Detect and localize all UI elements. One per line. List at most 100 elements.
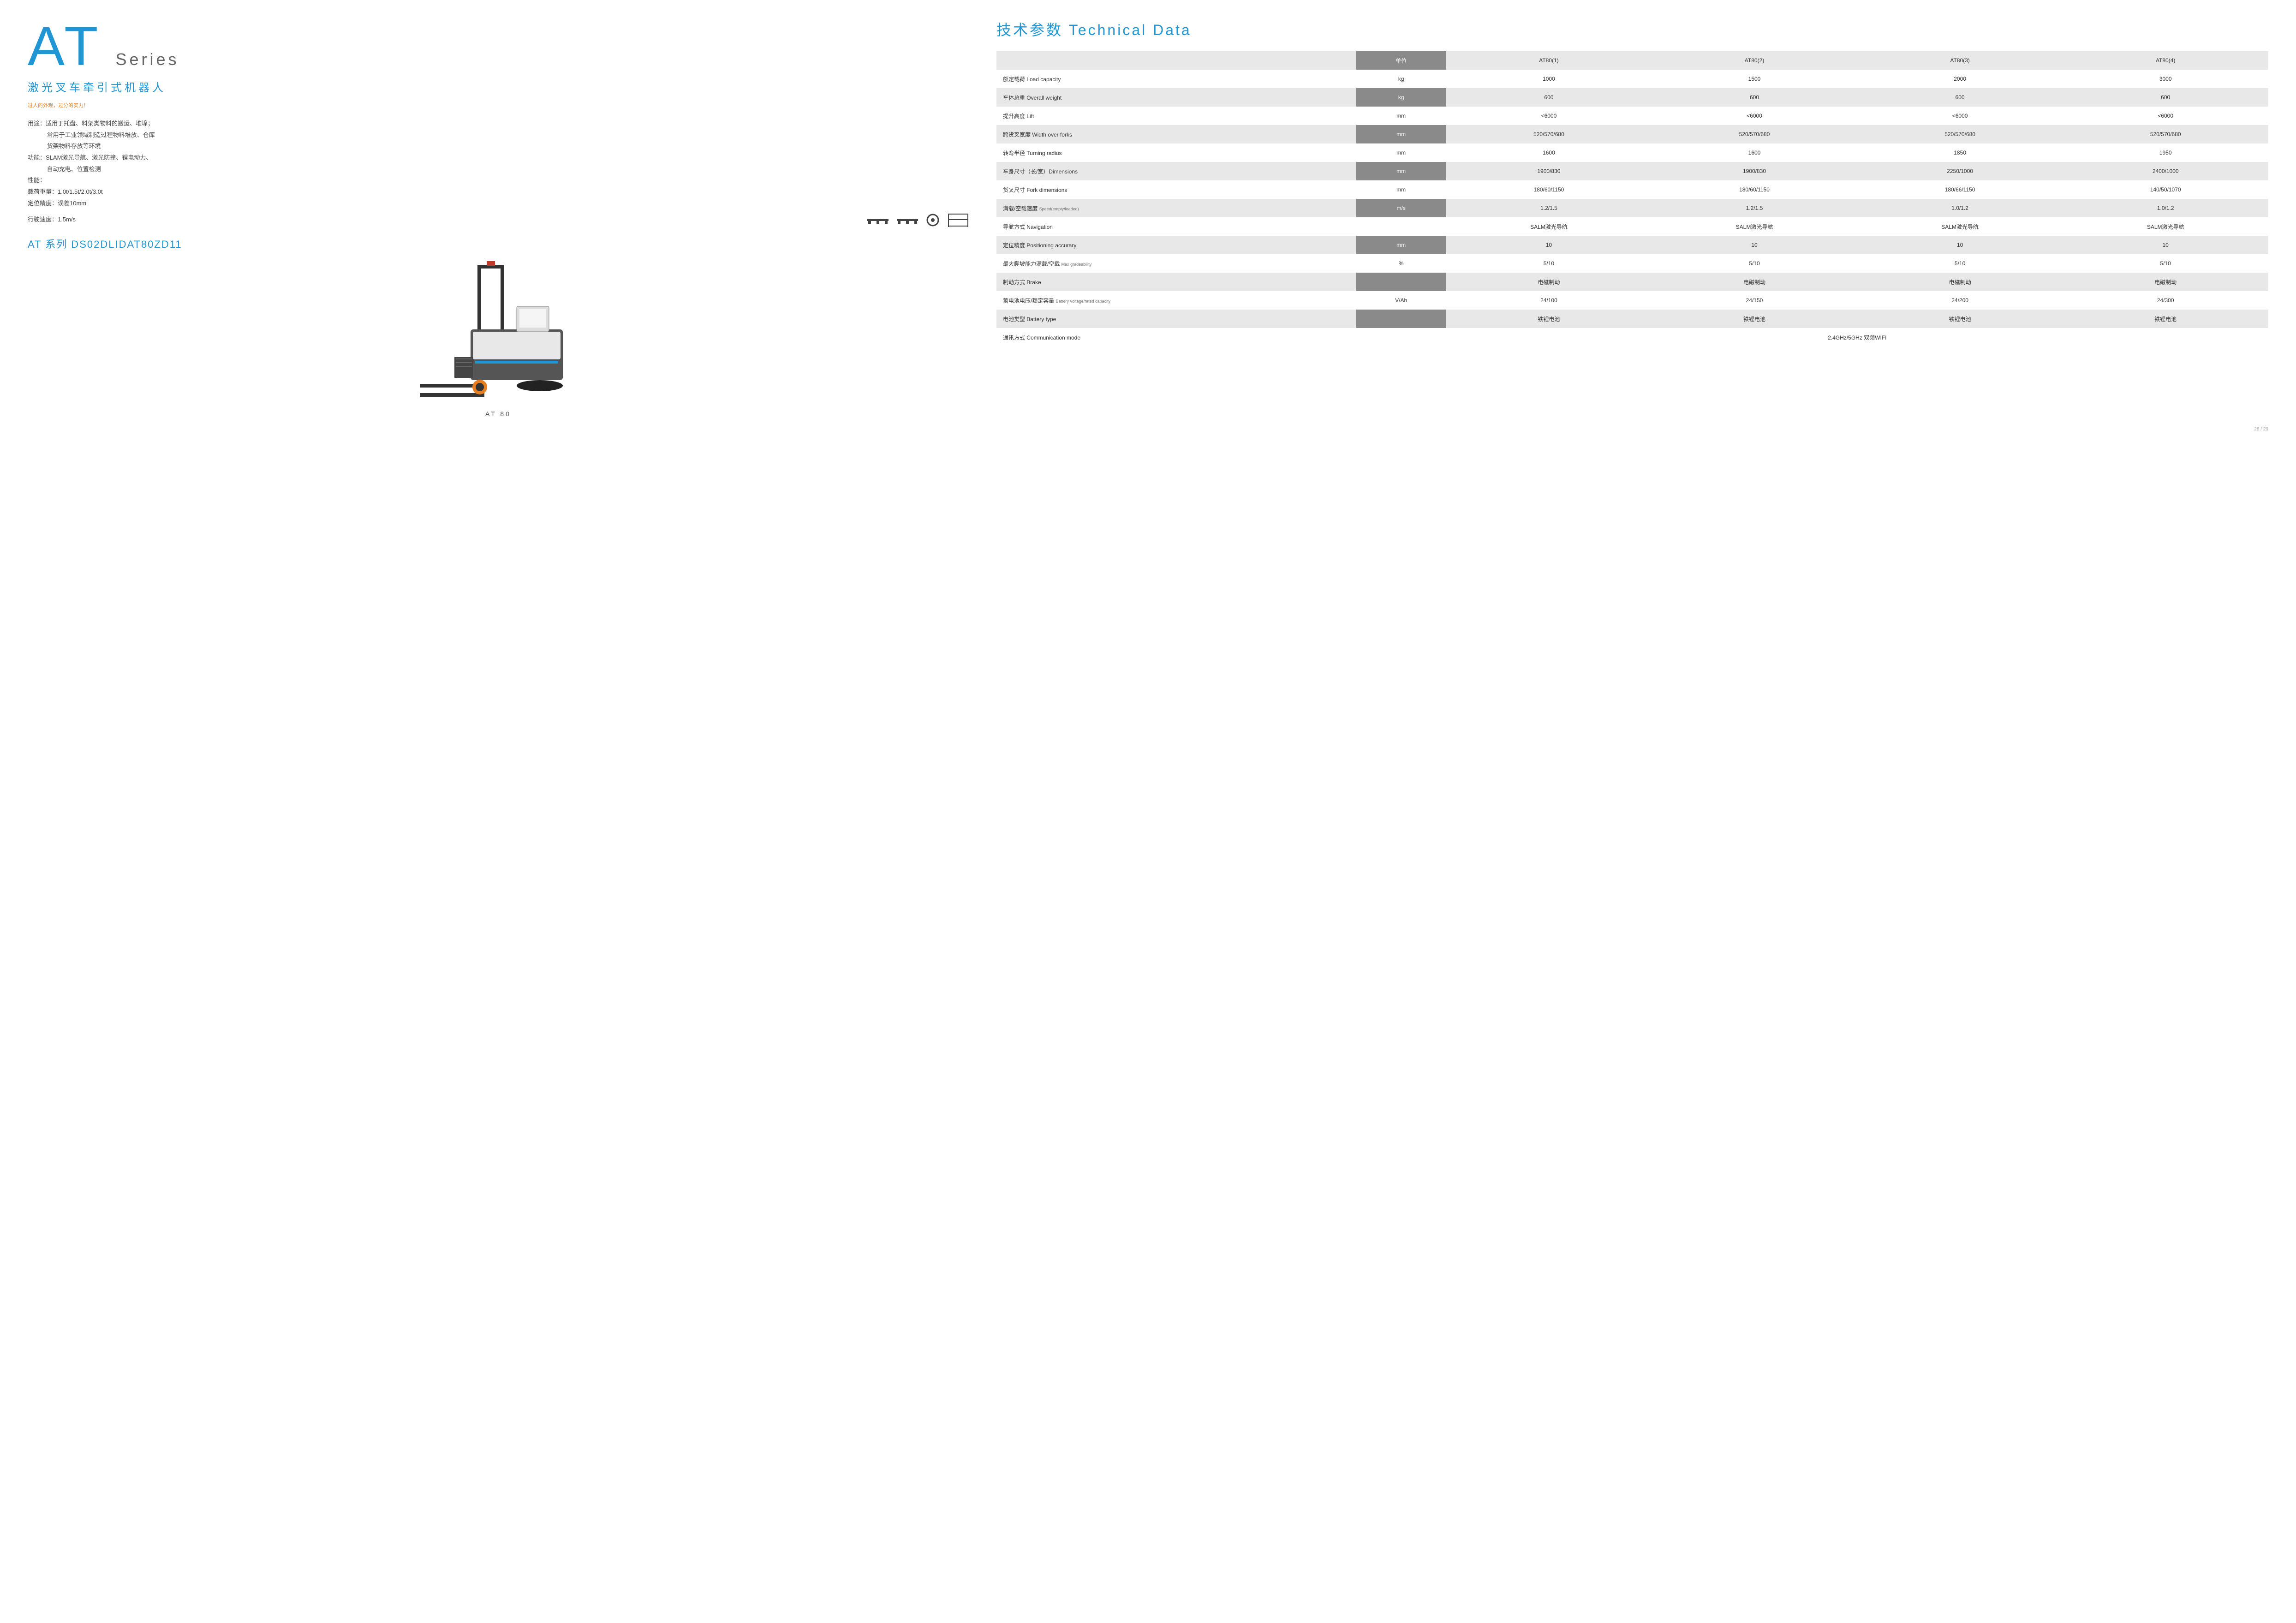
param-value: 电磁制动 bbox=[1652, 273, 1857, 291]
param-value: 1600 bbox=[1652, 143, 1857, 162]
param-unit: mm bbox=[1356, 180, 1446, 199]
pallet-icon bbox=[897, 215, 918, 225]
param-value: 2000 bbox=[1857, 70, 2063, 88]
param-value: 1.2/1.5 bbox=[1446, 199, 1652, 217]
table-row: 车体总重 Overall weightkg600600600600 bbox=[996, 88, 2268, 107]
param-name: 制动方式 Brake bbox=[996, 273, 1356, 291]
param-unit bbox=[1356, 273, 1446, 291]
param-unit: kg bbox=[1356, 88, 1446, 107]
param-value-span: 2.4GHz/5GHz 双频WIFI bbox=[1446, 328, 2268, 346]
header-model: AT80(2) bbox=[1652, 51, 1857, 70]
param-value: 1.0/1.2 bbox=[2063, 199, 2268, 217]
table-header-row: 单位AT80(1)AT80(2)AT80(3)AT80(4) bbox=[996, 51, 2268, 70]
param-value: 520/570/680 bbox=[1652, 125, 1857, 143]
func-text: SLAM激光导航、激光防撞、锂电动力、 bbox=[46, 152, 152, 164]
tech-data-title: 技术参数 Technical Data bbox=[996, 18, 2268, 40]
param-value: 1600 bbox=[1446, 143, 1652, 162]
param-value: SALM激光导航 bbox=[1652, 217, 1857, 236]
table-row: 最大爬坡能力满载/空载 Max gradeability%5/105/105/1… bbox=[996, 254, 2268, 273]
header-blank bbox=[996, 51, 1356, 70]
use-label: 用途： bbox=[28, 118, 46, 130]
param-name: 蓄电池电压/额定容量 Battery voltage/rated capacit… bbox=[996, 291, 1356, 310]
use-text: 货架物料存放等环境 bbox=[28, 141, 969, 152]
model-code: AT 系列 DS02DLIDAT80ZD11 bbox=[28, 236, 969, 251]
left-column: AT Series 激光叉车牵引式机器人 过人的外观，过分的实力！ 用途： 适用… bbox=[28, 18, 969, 418]
rack-icon bbox=[948, 213, 969, 227]
param-value: 电磁制动 bbox=[1857, 273, 2063, 291]
product-label: AT 80 bbox=[28, 410, 969, 418]
header-model: AT80(1) bbox=[1446, 51, 1652, 70]
load-value: 1.0t/1.5t/2.0t/3.0t bbox=[58, 188, 103, 195]
param-value: 铁锂电池 bbox=[1857, 310, 2063, 328]
at-logo: AT bbox=[28, 18, 101, 74]
use-text: 适用于托盘、料架类物料的搬运、堆垛； bbox=[46, 118, 154, 130]
perf-label: 性能： bbox=[28, 175, 969, 186]
param-name: 电池类型 Battery type bbox=[996, 310, 1356, 328]
load-label: 载荷重量： bbox=[28, 188, 58, 195]
param-value: 5/10 bbox=[1446, 254, 1652, 273]
param-value: 1900/830 bbox=[1652, 162, 1857, 180]
param-name: 货叉尺寸 Fork dimensions bbox=[996, 180, 1356, 199]
param-unit: mm bbox=[1356, 107, 1446, 125]
param-value: 600 bbox=[1857, 88, 2063, 107]
param-value: 520/570/680 bbox=[1446, 125, 1652, 143]
param-value: 5/10 bbox=[2063, 254, 2268, 273]
table-row: 额定载荷 Load capacitykg1000150020003000 bbox=[996, 70, 2268, 88]
param-value: SALM激光导航 bbox=[2063, 217, 2268, 236]
param-name: 转弯半径 Turning radius bbox=[996, 143, 1356, 162]
table-row: 跨货叉宽度 Width over forksmm520/570/680520/5… bbox=[996, 125, 2268, 143]
param-name: 跨货叉宽度 Width over forks bbox=[996, 125, 1356, 143]
param-value: 24/100 bbox=[1446, 291, 1652, 310]
func-label: 功能： bbox=[28, 152, 46, 164]
param-value: 铁锂电池 bbox=[2063, 310, 2268, 328]
param-value: 600 bbox=[2063, 88, 2268, 107]
title-block: AT Series bbox=[28, 18, 969, 74]
param-unit: % bbox=[1356, 254, 1446, 273]
param-value: 10 bbox=[2063, 236, 2268, 254]
param-value: 10 bbox=[1652, 236, 1857, 254]
param-value: 铁锂电池 bbox=[1652, 310, 1857, 328]
table-row: 提升高度 Liftmm<6000<6000<6000<6000 bbox=[996, 107, 2268, 125]
param-value: 电磁制动 bbox=[2063, 273, 2268, 291]
param-value: <6000 bbox=[1652, 107, 1857, 125]
param-value: 180/60/1150 bbox=[1652, 180, 1857, 199]
param-value: SALM激光导航 bbox=[1446, 217, 1652, 236]
param-value: 1.0/1.2 bbox=[1857, 199, 2063, 217]
tagline: 过人的外观，过分的实力！ bbox=[28, 101, 969, 109]
param-value: 24/150 bbox=[1652, 291, 1857, 310]
param-value: 600 bbox=[1446, 88, 1652, 107]
param-unit: kg bbox=[1356, 70, 1446, 88]
param-value: 2400/1000 bbox=[2063, 162, 2268, 180]
table-row: 通讯方式 Communication mode2.4GHz/5GHz 双频WIF… bbox=[996, 328, 2268, 346]
param-value: 1500 bbox=[1652, 70, 1857, 88]
func-text: 自动充电、位置检测 bbox=[28, 164, 969, 175]
param-name: 满载/空载速度 Speed(empty/loaded) bbox=[996, 199, 1356, 217]
param-value: 10 bbox=[1446, 236, 1652, 254]
param-name: 车体总重 Overall weight bbox=[996, 88, 1356, 107]
param-value: 520/570/680 bbox=[1857, 125, 2063, 143]
table-row: 转弯半径 Turning radiusmm1600160018501950 bbox=[996, 143, 2268, 162]
table-row: 导航方式 NavigationSALM激光导航SALM激光导航SALM激光导航S… bbox=[996, 217, 2268, 236]
param-value: <6000 bbox=[1446, 107, 1652, 125]
speed-label: 行驶速度： bbox=[28, 216, 58, 223]
pallet-icon bbox=[867, 215, 889, 225]
param-value: 1.2/1.5 bbox=[1652, 199, 1857, 217]
table-row: 制动方式 Brake电磁制动电磁制动电磁制动电磁制动 bbox=[996, 273, 2268, 291]
param-value: 5/10 bbox=[1652, 254, 1857, 273]
param-unit: V/Ah bbox=[1356, 291, 1446, 310]
param-name: 提升高度 Lift bbox=[996, 107, 1356, 125]
param-unit: mm bbox=[1356, 143, 1446, 162]
param-name: 车身尺寸（长/宽）Dimensions bbox=[996, 162, 1356, 180]
table-row: 定位精度 Positioning accurarymm10101010 bbox=[996, 236, 2268, 254]
param-name: 最大爬坡能力满载/空载 Max gradeability bbox=[996, 254, 1356, 273]
param-name: 定位精度 Positioning accurary bbox=[996, 236, 1356, 254]
param-value: 5/10 bbox=[1857, 254, 2063, 273]
param-unit bbox=[1356, 217, 1446, 236]
param-value: <6000 bbox=[1857, 107, 2063, 125]
param-value: 600 bbox=[1652, 88, 1857, 107]
param-value: 24/200 bbox=[1857, 291, 2063, 310]
header-model: AT80(3) bbox=[1857, 51, 2063, 70]
header-unit: 单位 bbox=[1356, 51, 1446, 70]
param-unit bbox=[1356, 328, 1446, 346]
table-row: 满载/空载速度 Speed(empty/loaded)m/s1.2/1.51.2… bbox=[996, 199, 2268, 217]
